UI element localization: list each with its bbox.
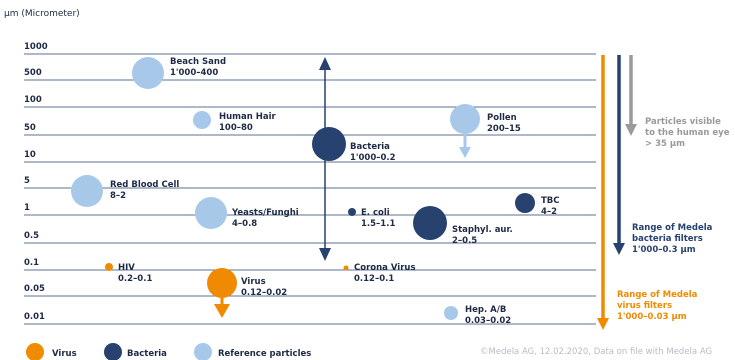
y-tick-label: 0.01	[24, 312, 45, 322]
legend-item-bacteria: Bacteria	[104, 343, 167, 360]
pollen-arrow-head	[459, 147, 471, 158]
indicator-label-line: virus filters	[617, 301, 672, 311]
tbc-marker	[515, 193, 535, 213]
legend-label: Bacteria	[127, 349, 167, 359]
y-tick-label: 0.1	[24, 258, 39, 268]
indicator-label-line: 1'000–0.3 µm	[632, 245, 696, 255]
particle-staphyl-aur: Staphyl. aur.2–0.5	[413, 206, 513, 246]
hep-a-b-range: 0.03–0.02	[465, 316, 511, 326]
tbc-name: TBC	[541, 196, 560, 206]
human-hair-range: 100–80	[219, 123, 253, 133]
e-coli-marker	[348, 208, 356, 216]
pollen-marker	[450, 104, 480, 134]
beach-sand-marker	[132, 57, 164, 89]
indicator-label-line: bacteria filters	[632, 234, 703, 244]
particle-hep-a-b: Hep. A/B0.03–0.02	[444, 305, 511, 326]
red-blood-cell-name: Red Blood Cell	[110, 180, 179, 190]
legend-item-virus: Virus	[26, 343, 77, 360]
legend: Virus Bacteria Reference particles	[26, 343, 311, 360]
hiv-name: HIV	[118, 263, 135, 273]
y-tick-label: 1	[24, 203, 30, 213]
pollen-name: Pollen	[487, 113, 517, 123]
legend-label: Reference particles	[218, 349, 311, 359]
red-blood-cell-range: 8–2	[110, 191, 126, 201]
y-tick-label: 500	[24, 68, 42, 78]
y-tick-label: 1000	[24, 42, 48, 52]
staphyl-aur-name: Staphyl. aur.	[452, 225, 513, 235]
yeasts-funghi-marker	[195, 197, 227, 229]
legend-label: Virus	[52, 349, 77, 359]
copyright-note: ©Medela AG, 12.02.2020, Data on file wit…	[480, 347, 712, 357]
y-tick-label: 5	[24, 176, 30, 186]
bacteria-range: 1'000–0.2	[350, 153, 396, 163]
bacteria-marker	[312, 127, 346, 161]
hiv-marker	[105, 263, 113, 271]
indicator-label-line: Particles visible	[645, 117, 721, 127]
indicator-label-line: 1'000–0.03 µm	[617, 312, 687, 322]
y-tick-label: 50	[24, 123, 36, 133]
beach-sand-name: Beach Sand	[170, 57, 226, 67]
red-blood-cell-marker	[71, 175, 103, 207]
bacteria-arrow-down	[319, 248, 331, 261]
corona-virus-range: 0.12–0.1	[354, 274, 394, 284]
staphyl-aur-range: 2–0.5	[452, 236, 477, 246]
hiv-range: 0.2–0.1	[118, 274, 152, 284]
pollen-range: 200–15	[487, 124, 521, 134]
virus-marker	[207, 268, 237, 298]
bacteria-name: Bacteria	[350, 142, 390, 152]
beach-sand-range: 1'000–400	[170, 68, 218, 78]
e-coli-range: 1.5–1.1	[361, 219, 395, 229]
corona-virus-name: Corona Virus	[354, 263, 416, 273]
legend-item-reference: Reference particles	[194, 343, 311, 360]
gridlines	[24, 53, 596, 325]
human-hair-marker	[193, 111, 211, 129]
yeasts-funghi-range: 4–0.8	[232, 219, 257, 229]
virus-arrow-head	[214, 304, 230, 318]
unit-label: µm (Micrometer)	[4, 9, 80, 19]
legend-swatch	[104, 343, 122, 360]
hep-a-b-marker	[444, 306, 458, 320]
indicator-label-line: > 35 µm	[645, 139, 685, 149]
y-tick-label: 0.5	[24, 231, 39, 241]
yeasts-funghi-name: Yeasts/Funghi	[231, 208, 299, 218]
e-coli-name: E. coli	[361, 208, 390, 218]
y-axis-ticks: 1000 500 100 50 10 5 1 0.5 0.1 0.05 0.01	[24, 42, 48, 322]
bacteria-arrow-up	[319, 57, 331, 70]
tbc-range: 4–2	[541, 207, 557, 217]
legend-swatch	[26, 343, 44, 360]
indicator-arrowhead	[625, 124, 637, 136]
virus-name: Virus	[241, 277, 266, 287]
corona-virus-marker	[343, 265, 349, 271]
indicator-arrowhead	[613, 243, 625, 255]
human-hair-name: Human Hair	[219, 112, 277, 122]
y-tick-label: 10	[24, 150, 36, 160]
indicator-label-line: Range of Medela	[617, 290, 698, 300]
indicator-arrowhead	[597, 318, 609, 330]
indicator-label-line: to the human eye	[645, 128, 730, 138]
y-tick-label: 0.05	[24, 284, 45, 294]
legend-swatch	[194, 343, 212, 360]
hep-a-b-name: Hep. A/B	[465, 305, 506, 315]
staphyl-aur-marker	[413, 206, 447, 240]
virus-range: 0.12–0.02	[241, 288, 287, 298]
y-tick-label: 100	[24, 95, 42, 105]
indicator-label-line: Range of Medela	[632, 223, 713, 233]
